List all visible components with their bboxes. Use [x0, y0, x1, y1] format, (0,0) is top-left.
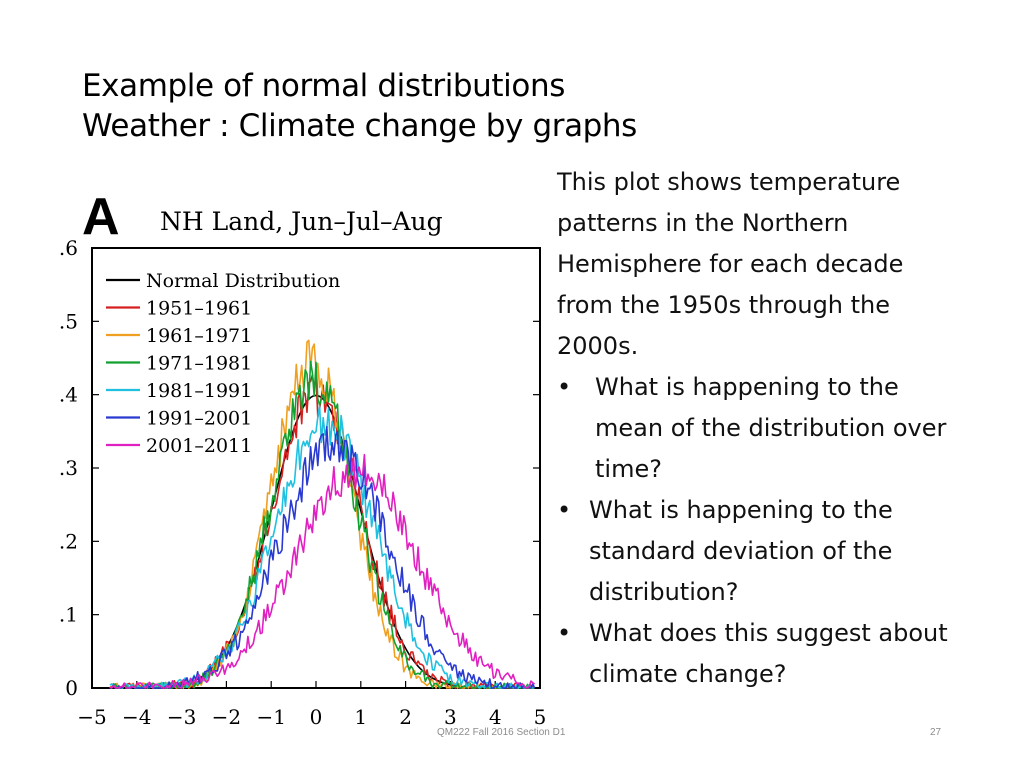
description-paragraph: This plot shows temperature patterns in … [557, 168, 904, 360]
legend-label: Normal Distribution [146, 270, 340, 292]
y-tick-label: .4 [59, 383, 78, 407]
bullet-item-1: • What is happening to the mean of the d… [557, 367, 957, 490]
legend-label: 2001–2011 [146, 435, 252, 457]
y-tick-label: .6 [59, 236, 78, 260]
y-tick-label: .1 [59, 603, 78, 627]
chart-legend: Normal Distribution 1951–1961 1961–1971 197… [106, 270, 340, 457]
bullet-text: What does this suggest about climate cha… [589, 619, 948, 688]
x-tick-label: −5 [77, 705, 106, 729]
x-tick-label: 3 [444, 705, 457, 729]
title-line-2: Weather : Climate change by graphs [82, 108, 637, 144]
legend-label: 1991–2001 [146, 408, 252, 430]
x-tick-label: 0 [310, 705, 323, 729]
bullet-text: What is happening to the standard deviat… [589, 496, 893, 606]
series-line [109, 425, 536, 689]
bullet-dot: • [557, 373, 572, 401]
bullet-text: What is happening to the mean of the dis… [595, 373, 947, 483]
legend-label: 1951–1961 [146, 298, 252, 320]
bullet-dot: • [557, 496, 572, 524]
x-tick-label: −1 [256, 705, 285, 729]
chart-title: NH Land, Jun–Jul–Aug [160, 207, 443, 236]
bullet-item-2: • What is happening to the standard devi… [557, 490, 957, 613]
slide-title: Example of normal distributions Weather … [82, 66, 802, 146]
legend-label: 1971–1981 [146, 353, 252, 375]
y-tick-label: .3 [59, 456, 78, 480]
legend-label: 1981–1991 [146, 380, 252, 402]
side-text: This plot shows temperature patterns in … [557, 162, 957, 695]
x-tick-label: 2 [399, 705, 412, 729]
panel-letter: A [82, 188, 120, 246]
x-tick-label: −2 [212, 705, 241, 729]
legend-label: 1961–1971 [146, 325, 252, 347]
series-line [109, 453, 536, 689]
y-tick-label: .5 [59, 309, 78, 333]
x-tick-label: −4 [122, 705, 151, 729]
x-tick-label: 4 [489, 705, 502, 729]
y-tick-label: 0 [65, 676, 78, 700]
slide-footer: QM222 Fall 2016 Section D1 [437, 727, 566, 738]
chart-figure: A NH Land, Jun–Jul–Aug −5 −4 −3 −2 −1 0 1 2 3 4 5 … [50, 168, 550, 730]
series-lines [109, 339, 536, 689]
bullet-dot: • [557, 619, 572, 647]
x-tick-label: 5 [534, 705, 547, 729]
distribution-chart: A NH Land, Jun–Jul–Aug −5 −4 −3 −2 −1 0 1 2 3 4 5 … [59, 188, 546, 729]
x-axis: −5 −4 −3 −2 −1 0 1 2 3 4 5 [77, 681, 546, 729]
bullet-item-3: • What does this suggest about climate c… [557, 613, 957, 695]
title-line-1: Example of normal distributions [82, 68, 565, 104]
y-tick-label: .2 [59, 529, 78, 553]
y-axis: 0 .1 .2 .3 .4 .5 .6 [59, 236, 540, 700]
x-tick-label: −3 [167, 705, 196, 729]
x-tick-label: 1 [354, 705, 367, 729]
page-number: 27 [930, 727, 942, 738]
